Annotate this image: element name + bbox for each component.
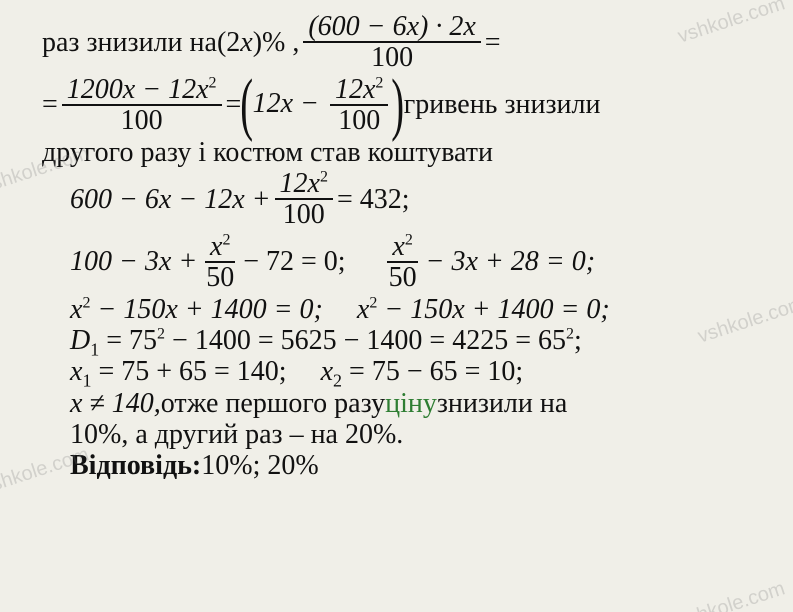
math: x2 − 150x + 1400 = 0; (70, 295, 323, 324)
var: x (357, 294, 369, 325)
text-line: раз знизили на (2x)% , (600 − 6x) · 2x 1… (42, 12, 757, 73)
text-line: x2 − 150x + 1400 = 0; x2 − 150x + 1400 =… (42, 295, 757, 324)
text: раз знизили на (42, 28, 217, 57)
denominator: 50 (384, 263, 422, 292)
text: = 75 (99, 325, 157, 356)
answer-value: 10%; 20% (201, 451, 318, 480)
text: 10%, а другий раз – на 20%. (70, 420, 403, 449)
text: = (42, 90, 58, 119)
denominator: 100 (278, 200, 330, 229)
sup: 2 (320, 169, 328, 186)
watermark: vshkole.com (675, 578, 787, 612)
denominator: 100 (333, 106, 385, 135)
math: (2x)% , (217, 28, 299, 57)
numerator: 12x2 (330, 75, 388, 106)
fraction: (600 − 6x) · 2x 100 (303, 12, 480, 73)
denominator: 50 (201, 263, 239, 292)
numerator: x2 (387, 232, 417, 263)
text: гривень знизили (404, 90, 601, 119)
text: x ≠ 140, (70, 389, 161, 418)
text: 12x − (253, 88, 326, 119)
text: − 72 = 0; (243, 247, 345, 276)
var: x (240, 27, 252, 58)
text: 100 − 3x + (70, 247, 197, 276)
text: 600 − 6x − 12x + (70, 185, 271, 214)
text: 12x (335, 74, 375, 105)
sup: 2 (566, 326, 574, 343)
sup: 2 (209, 74, 217, 91)
numerator: 12x2 (275, 169, 333, 200)
sup: 2 (405, 231, 413, 248)
numerator: (600 − 6x) · 2x (303, 12, 480, 43)
text: = 75 + 65 = 140; (91, 356, 286, 387)
sup: 2 (157, 326, 165, 343)
math: x2 = 75 − 65 = 10; (321, 357, 524, 386)
numerator: 1200x − 12x2 (62, 75, 222, 106)
text: )% , (253, 27, 300, 58)
fraction: x2 50 (384, 232, 422, 293)
text: отже першого разу (161, 389, 385, 418)
fraction: 1200x − 12x2 100 (62, 75, 222, 136)
text: (2 (217, 27, 240, 58)
fraction: x2 50 (201, 232, 239, 293)
fraction: 12x2 100 (330, 75, 388, 136)
text-line: = 1200x − 12x2 100 = ( 12x − 12x2 100 ) … (42, 75, 757, 136)
text: x (210, 231, 222, 262)
paren-left: ( (241, 75, 254, 135)
text-line: D1 = 752 − 1400 = 5625 − 1400 = 4225 = 6… (42, 326, 757, 355)
text: − 150x + 1400 = 0; (377, 294, 609, 325)
paren-content: 12x − 12x2 100 (253, 75, 393, 136)
math: D1 = 752 − 1400 = 5625 − 1400 = 4225 = 6… (70, 326, 582, 355)
text: другого разу і костюм став коштувати (42, 138, 493, 167)
text: x (392, 231, 404, 262)
var: x (70, 294, 82, 325)
text: = (226, 90, 242, 119)
text: − 1400 = 5625 − 1400 = 4225 = 65 (165, 325, 566, 356)
text: − 150x + 1400 = 0; (90, 294, 322, 325)
text: 1200x − 12x (67, 74, 209, 105)
text-line: x ≠ 140, отже першого разу ціну знизили … (42, 389, 757, 418)
text: 12x (280, 168, 320, 199)
paren-right: ) (392, 75, 405, 135)
math: x2 − 150x + 1400 = 0; (357, 295, 610, 324)
math: x1 = 75 + 65 = 140; (70, 357, 287, 386)
text: = (485, 28, 501, 57)
sup: 2 (375, 74, 383, 91)
var: D (70, 325, 90, 356)
text-line: x1 = 75 + 65 = 140; x2 = 75 − 65 = 10; (42, 357, 757, 386)
text-line: 100 − 3x + x2 50 − 72 = 0; x2 50 − 3x + … (42, 232, 757, 293)
var: x (321, 356, 333, 387)
answer-label: Відповідь: (70, 451, 201, 480)
var: x (70, 356, 82, 387)
text-line: 10%, а другий раз – на 20%. (42, 420, 757, 449)
numerator: x2 (205, 232, 235, 263)
denominator: 100 (116, 106, 168, 135)
text-highlight: ціну (385, 389, 437, 418)
text-line: 600 − 6x − 12x + 12x2 100 = 432; (42, 169, 757, 230)
text: = 432; (337, 185, 410, 214)
page: vshkole.com vshkole.com vshkole.com vshk… (0, 0, 793, 612)
text: ; (574, 325, 582, 356)
fraction: 12x2 100 (275, 169, 333, 230)
text: = 75 − 65 = 10; (342, 356, 523, 387)
text: − 3x + 28 = 0; (426, 247, 595, 276)
sup: 2 (222, 231, 230, 248)
text: знизили на (437, 389, 567, 418)
paren-group: ( 12x − 12x2 100 ) (241, 75, 403, 136)
answer-line: Відповідь: 10%; 20% (42, 451, 757, 480)
text: (600 − 6x) · 2x (308, 11, 475, 42)
